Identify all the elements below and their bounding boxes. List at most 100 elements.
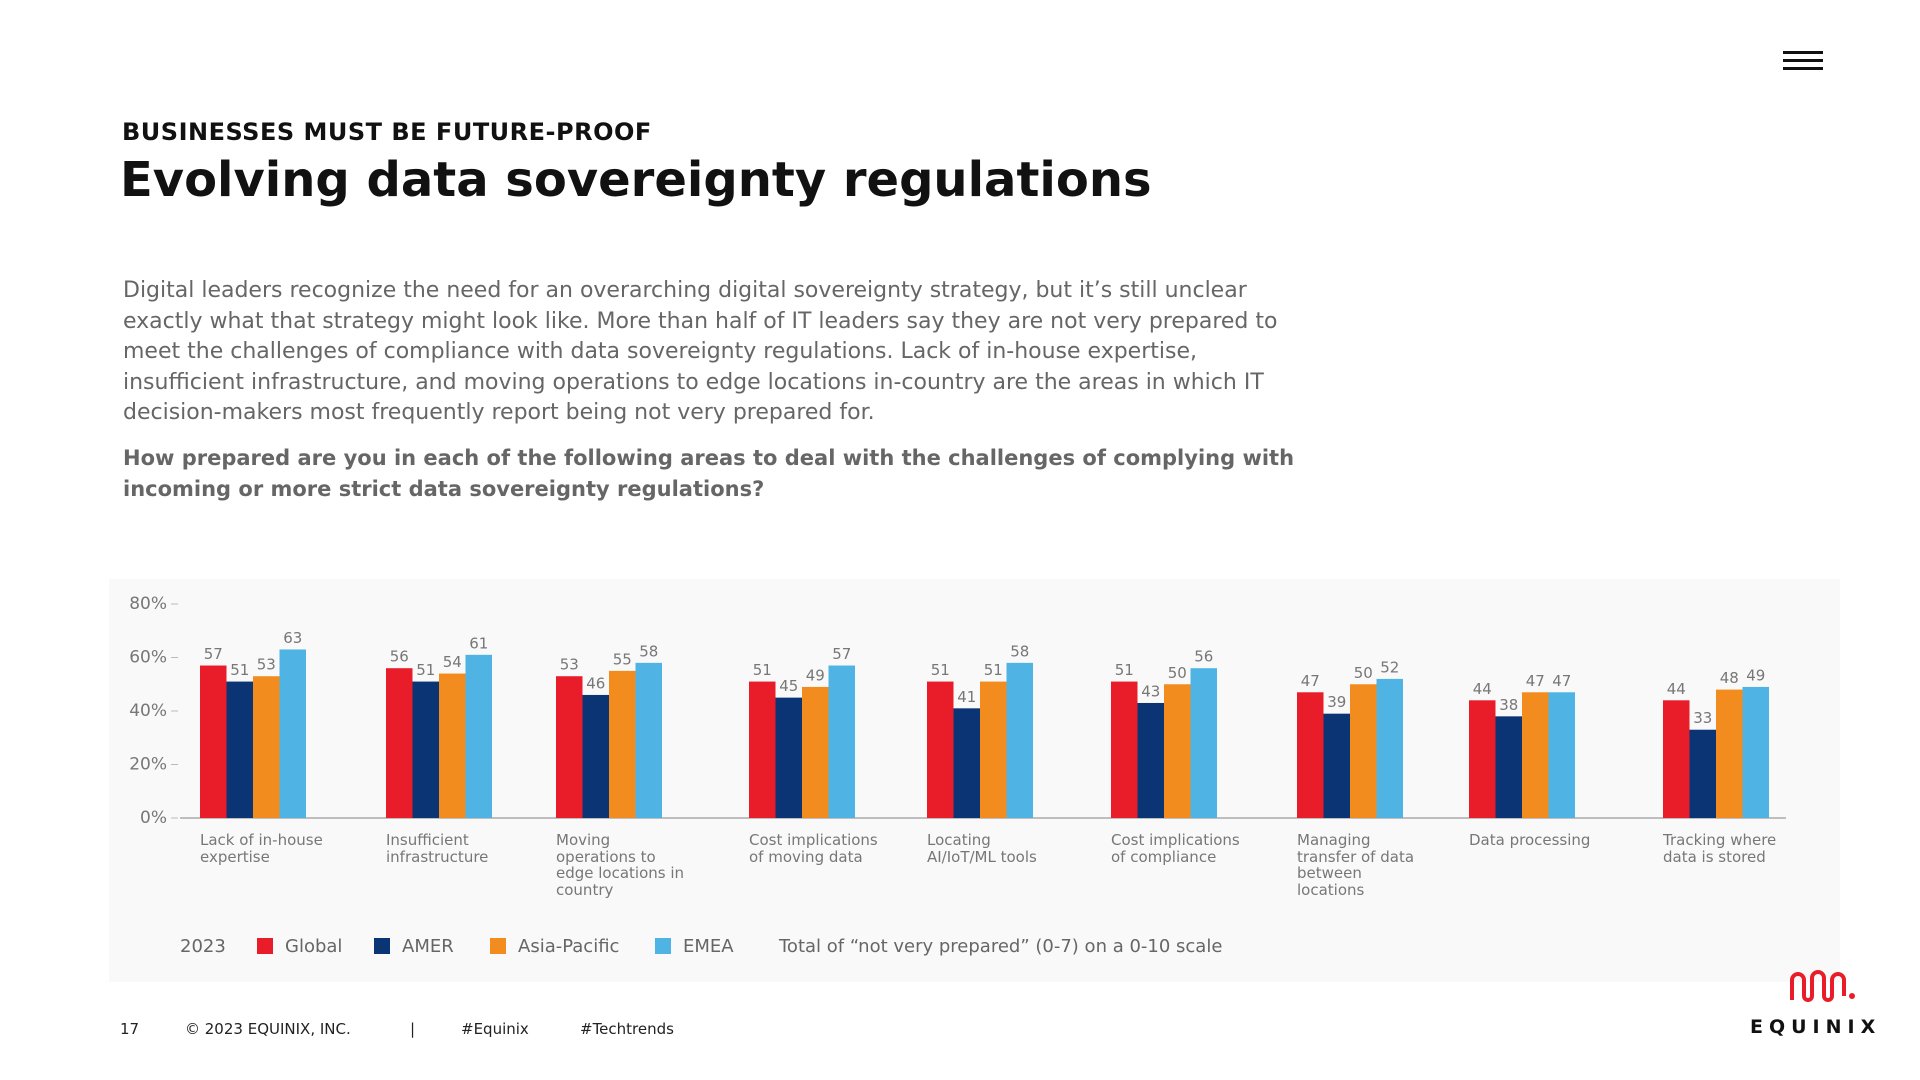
bar xyxy=(1663,700,1690,818)
bar xyxy=(1323,713,1350,818)
bar xyxy=(609,670,636,818)
value-label: 56 xyxy=(390,648,409,666)
bar xyxy=(279,649,306,818)
bar xyxy=(828,665,855,818)
value-label: 33 xyxy=(1693,709,1712,727)
y-tick-label: 80% xyxy=(129,594,167,614)
value-label: 53 xyxy=(257,656,276,674)
bar xyxy=(1111,681,1138,818)
legend-label: EMEA xyxy=(683,936,734,957)
category-label: Cost implications of moving data xyxy=(749,831,878,866)
bar xyxy=(582,694,609,818)
value-label: 48 xyxy=(1720,669,1739,687)
legend-label: Asia-Pacific xyxy=(518,936,620,957)
bar xyxy=(226,681,253,818)
value-label: 47 xyxy=(1301,672,1320,690)
value-label: 51 xyxy=(984,661,1003,679)
bar xyxy=(1742,686,1769,818)
value-label: 58 xyxy=(1010,642,1029,660)
bar xyxy=(1548,692,1575,818)
page-title: Evolving data sovereignty regulations xyxy=(120,152,1152,208)
category-label: Insufficient infrastructure xyxy=(386,831,489,866)
value-label: 47 xyxy=(1526,672,1545,690)
bar xyxy=(200,665,227,818)
value-label: 47 xyxy=(1552,672,1571,690)
bar xyxy=(1190,668,1217,818)
legend-label: Global xyxy=(285,936,343,957)
value-label: 51 xyxy=(753,661,772,679)
value-label: 58 xyxy=(639,642,658,660)
bar xyxy=(1350,684,1377,818)
y-tick-label: 40% xyxy=(129,701,167,721)
bar xyxy=(802,686,829,818)
value-label: 41 xyxy=(957,688,976,706)
kicker: BUSINESSES MUST BE FUTURE-PROOF xyxy=(122,118,652,146)
category-label: Data processing xyxy=(1469,831,1591,849)
category-label: Locating AI/IoT/ML tools xyxy=(927,831,1037,866)
question: How prepared are you in each of the foll… xyxy=(123,446,1295,501)
page-number: 17 xyxy=(120,1020,140,1038)
value-label: 38 xyxy=(1499,696,1518,714)
bar xyxy=(1006,662,1033,818)
value-label: 50 xyxy=(1168,664,1187,682)
value-label: 49 xyxy=(1746,666,1765,684)
value-label: 63 xyxy=(283,629,302,647)
bar xyxy=(980,681,1007,818)
value-label: 44 xyxy=(1473,680,1492,698)
bar xyxy=(1716,689,1743,818)
value-label: 49 xyxy=(806,666,825,684)
value-label: 51 xyxy=(931,661,950,679)
menu-icon[interactable] xyxy=(1783,50,1825,74)
legend-swatch xyxy=(374,938,390,954)
bar xyxy=(556,676,583,818)
bar xyxy=(749,681,776,818)
bar xyxy=(1297,692,1324,818)
bar xyxy=(1137,702,1164,818)
category-label: Moving operations to edge locations in c… xyxy=(556,831,685,900)
value-label: 56 xyxy=(1194,648,1213,666)
bar xyxy=(439,673,466,818)
logo-mark xyxy=(1790,970,1855,1002)
value-label: 51 xyxy=(416,661,435,679)
bar xyxy=(1689,729,1716,818)
category-label: Tracking where data is stored xyxy=(1663,831,1777,866)
chart-note: Total of “not very prepared” (0-7) on a … xyxy=(779,936,1223,957)
category-label: Cost implications of compliance xyxy=(1111,831,1240,866)
value-label: 45 xyxy=(779,677,798,695)
copyright: © 2023 EQUINIX, INC. xyxy=(185,1020,351,1038)
bar xyxy=(953,708,980,818)
hashtag[interactable]: #Techtrends xyxy=(580,1020,674,1038)
y-tick-label: 60% xyxy=(129,648,167,668)
hashtag[interactable]: #Equinix xyxy=(461,1020,529,1038)
bar xyxy=(465,654,492,818)
logo-text: EQUINIX xyxy=(1750,1016,1882,1038)
y-tick-label: 20% xyxy=(129,755,167,775)
bar xyxy=(635,662,662,818)
bar xyxy=(412,681,439,818)
value-label: 55 xyxy=(613,650,632,668)
value-label: 54 xyxy=(443,653,462,671)
legend-swatch xyxy=(655,938,671,954)
bar xyxy=(1469,700,1496,818)
value-label: 57 xyxy=(204,645,223,663)
category-label: Managing transfer of data between locati… xyxy=(1297,831,1415,900)
y-tick-label: 0% xyxy=(140,808,167,828)
separator: | xyxy=(410,1020,416,1038)
bar xyxy=(1522,692,1549,818)
value-label: 51 xyxy=(1115,661,1134,679)
value-label: 46 xyxy=(586,674,605,692)
bar xyxy=(1376,678,1403,818)
legend-swatch xyxy=(257,938,273,954)
value-label: 43 xyxy=(1141,682,1160,700)
legend-swatch xyxy=(490,938,506,954)
value-label: 51 xyxy=(230,661,249,679)
value-label: 61 xyxy=(469,634,488,652)
category-label: Lack of in-house expertise xyxy=(200,831,323,866)
bar xyxy=(927,681,954,818)
value-label: 57 xyxy=(832,645,851,663)
value-label: 52 xyxy=(1380,658,1399,676)
value-label: 44 xyxy=(1667,680,1686,698)
bar xyxy=(253,676,280,818)
